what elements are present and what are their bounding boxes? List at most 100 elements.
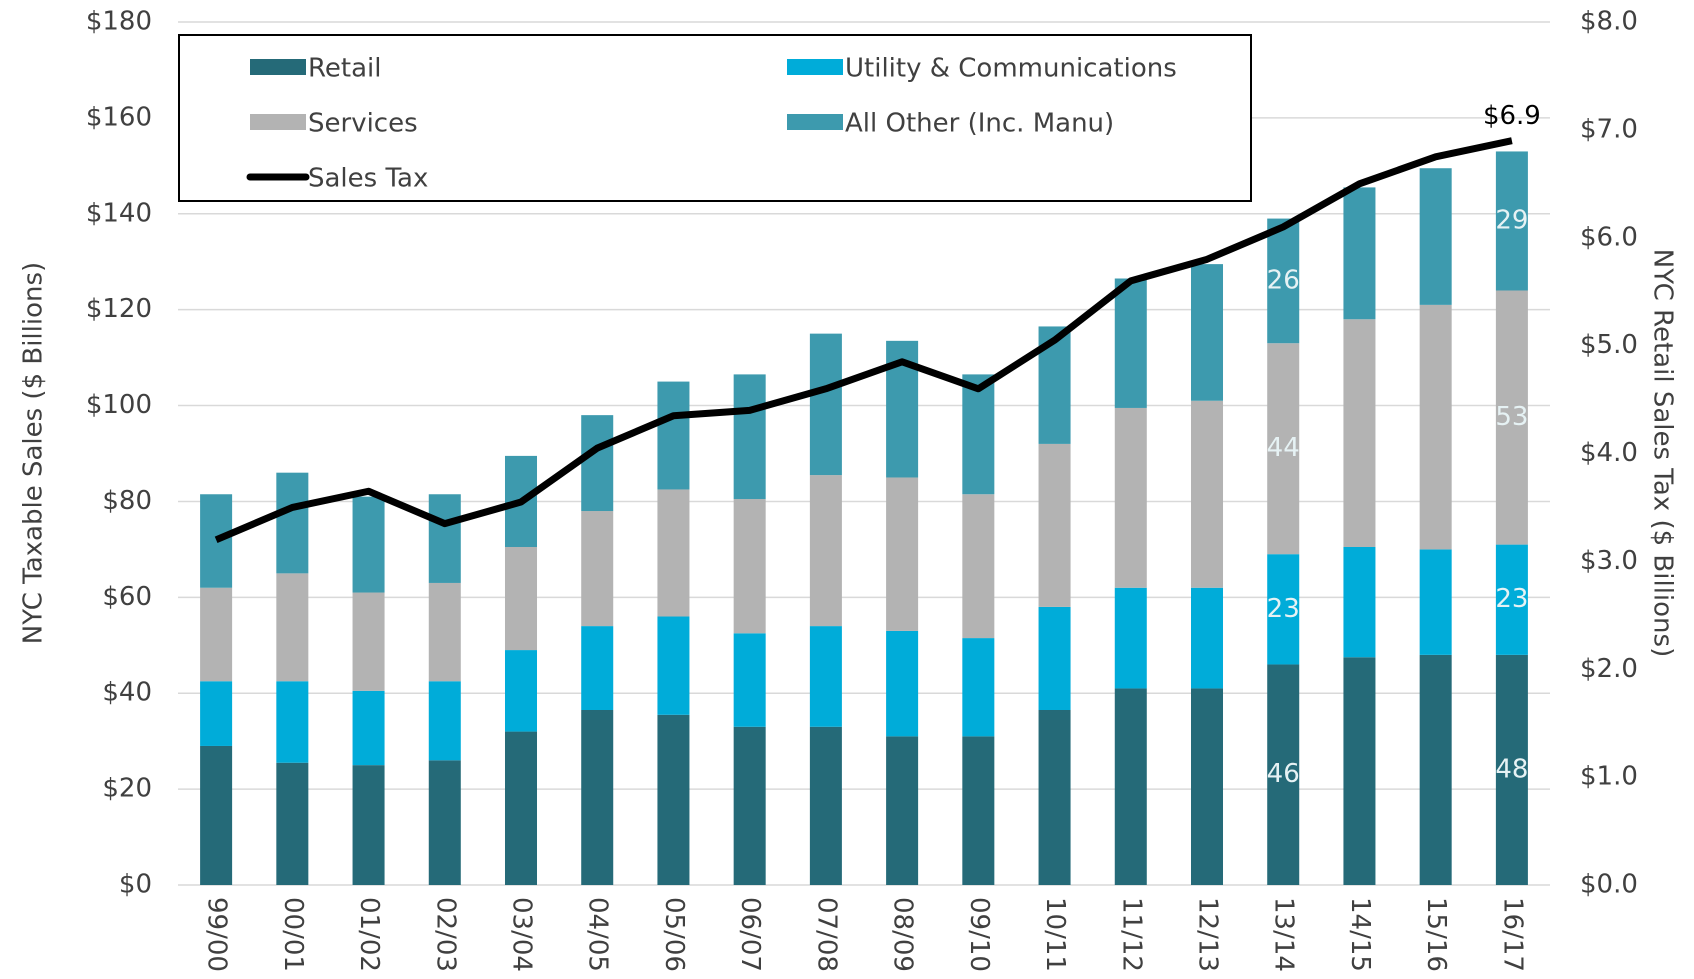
y-tick-label: $120 <box>86 294 152 324</box>
legend-swatch <box>787 114 843 130</box>
bar-segment <box>352 765 385 885</box>
line-series <box>214 137 1513 544</box>
legend-label: All Other (Inc. Manu) <box>845 109 1114 139</box>
x-tick-label: 09/10 <box>964 897 994 972</box>
legend-swatch <box>250 114 306 130</box>
legend-swatch <box>250 59 306 75</box>
bar-segment <box>581 626 614 711</box>
bar-segment <box>1267 554 1300 665</box>
bar-segment <box>1190 264 1224 401</box>
bar-segment <box>1343 657 1376 885</box>
bar-segment <box>276 762 309 885</box>
bar-segment <box>1190 400 1224 588</box>
bar-segment <box>428 582 461 682</box>
bar-segment <box>352 496 385 593</box>
bar-segment <box>733 499 766 634</box>
y2-tick-label: $1.0 <box>1580 762 1638 792</box>
bar-segment <box>1114 688 1147 885</box>
data-label: 44 <box>1267 433 1300 463</box>
bar-segment <box>428 760 461 885</box>
y-axis-title: NYC Taxable Sales ($ Billions) <box>19 262 49 644</box>
x-tick-label: 06/07 <box>735 897 765 972</box>
bar-segment <box>1495 544 1528 655</box>
bar-segment <box>1114 587 1147 689</box>
y-tick-label: $100 <box>86 390 152 420</box>
bar-segment <box>962 494 995 639</box>
x-tick-label: 03/04 <box>507 897 537 972</box>
y2-tick-label: $0.0 <box>1580 870 1638 900</box>
bar-segment <box>200 745 233 885</box>
bar-segment <box>1190 688 1224 885</box>
bar-segment <box>1419 168 1452 305</box>
x-tick-label: 13/14 <box>1269 897 1299 972</box>
bar-segment <box>1190 587 1224 689</box>
bar-segment <box>962 374 995 495</box>
bar-segment <box>657 616 690 715</box>
legend-swatch <box>787 59 843 75</box>
bar-segment <box>276 681 309 763</box>
y2-tick-label: $3.0 <box>1580 546 1638 576</box>
bar-segment <box>809 333 842 476</box>
bar-segment <box>733 726 766 885</box>
bar-segment <box>1419 304 1452 550</box>
y2-tick-label: $6.0 <box>1580 222 1638 252</box>
x-tick-label: 01/02 <box>354 897 384 972</box>
bar-segment <box>1419 654 1452 885</box>
bar-segment <box>428 681 461 761</box>
x-tick-label: 14/15 <box>1345 897 1375 972</box>
bar-segment <box>1343 319 1376 547</box>
bar-segment <box>1419 549 1452 655</box>
data-label: 23 <box>1267 594 1300 624</box>
legend-label: Sales Tax <box>308 164 428 194</box>
bar-segment <box>581 415 614 512</box>
bar-segment <box>1495 654 1528 885</box>
bar-segment <box>809 475 842 627</box>
x-tick-label: 11/12 <box>1116 897 1146 972</box>
y-tick-label: $60 <box>102 582 152 612</box>
data-label: 53 <box>1495 402 1528 432</box>
bar-segment <box>504 546 538 651</box>
y2-tick-label: $7.0 <box>1580 114 1638 144</box>
bar-segment <box>504 731 538 885</box>
bar-segment <box>809 726 842 885</box>
bar-segment <box>200 494 233 588</box>
y-tick-label: $80 <box>102 486 152 516</box>
y-tick-label: $180 <box>86 7 152 37</box>
y-tick-label: $160 <box>86 102 152 132</box>
bar-segment <box>1267 218 1300 344</box>
x-tick-label: 08/09 <box>888 897 918 972</box>
bar-segment <box>200 587 233 682</box>
bar-segment <box>886 477 919 631</box>
x-tick-label: 02/03 <box>430 897 460 972</box>
bar-segment <box>276 573 309 682</box>
x-tick-label: 04/05 <box>583 897 613 972</box>
bar-segment <box>276 472 309 574</box>
x-tick-label: 10/11 <box>1040 897 1070 972</box>
bar-segment <box>1114 407 1147 588</box>
bar-segment <box>657 489 690 617</box>
data-label: 29 <box>1495 205 1528 235</box>
bar-segment <box>657 714 690 885</box>
x-tick-label: 15/16 <box>1421 897 1451 972</box>
bar-segment <box>581 511 614 627</box>
bar-segment <box>809 626 842 727</box>
legend-label: Retail <box>308 54 381 84</box>
x-tick-label: 05/06 <box>659 897 689 972</box>
bar-segment <box>581 710 614 885</box>
legend-label: Utility & Communications <box>845 54 1177 84</box>
bar-segment <box>962 638 995 737</box>
bar-segment <box>1038 710 1071 885</box>
bar-segment <box>733 374 766 500</box>
x-tick-label: 99/00 <box>202 897 232 972</box>
y-tick-label: $0 <box>119 870 152 900</box>
bar-segment <box>1038 443 1071 607</box>
bar-segment <box>1343 546 1376 658</box>
bar-segment <box>657 381 690 490</box>
y-tick-label: $20 <box>102 774 152 804</box>
bar-segment <box>1038 606 1071 711</box>
bar-segment <box>1267 664 1300 885</box>
bar-segment <box>1343 187 1376 320</box>
bar-segment <box>352 592 385 691</box>
bar-segment <box>504 650 538 732</box>
